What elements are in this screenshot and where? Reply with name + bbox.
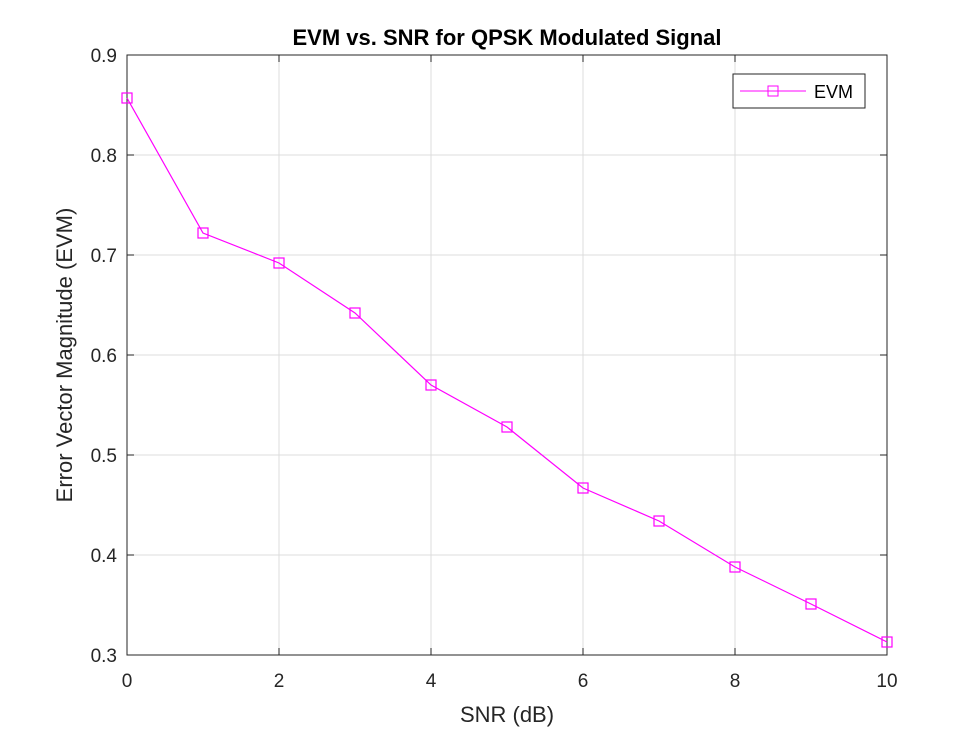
- x-tick-label: 6: [578, 671, 589, 692]
- legend-marker-evm: [767, 85, 779, 97]
- series-line-evm: [126, 97, 888, 643]
- data-point-evm: [805, 598, 817, 610]
- x-axis-label: SNR (dB): [460, 702, 554, 727]
- data-point-evm: [273, 257, 285, 269]
- data-point-evm: [121, 92, 133, 104]
- data-point-evm: [577, 482, 589, 494]
- data-point-evm: [653, 515, 665, 527]
- series-layer: [121, 92, 893, 648]
- legend-label-evm: EVM: [814, 82, 853, 102]
- x-tick-label: 0: [122, 671, 133, 692]
- data-point-evm: [197, 227, 209, 239]
- x-tick-label: 10: [876, 671, 897, 692]
- legend: EVM: [732, 73, 866, 109]
- y-tick-label: 0.9: [91, 46, 117, 67]
- y-tick-label: 0.3: [91, 646, 117, 667]
- y-tick-label: 0.7: [91, 246, 117, 267]
- y-tick-label: 0.6: [91, 346, 117, 367]
- grid-lines: [126, 54, 888, 656]
- data-point-evm: [501, 421, 513, 433]
- axis-ticks: 0 2 4 6 8 10 0.3 0.4 0.5 0.6 0.7 0.8 0.9: [91, 46, 898, 692]
- data-point-evm: [881, 636, 893, 648]
- x-tick-label: 2: [274, 671, 285, 692]
- y-tick-label: 0.8: [91, 146, 117, 167]
- x-tick-label: 4: [426, 671, 437, 692]
- y-tick-label: 0.5: [91, 446, 117, 467]
- y-axis-label: Error Vector Magnitude (EVM): [52, 208, 77, 503]
- chart-title: EVM vs. SNR for QPSK Modulated Signal: [292, 25, 721, 50]
- y-tick-label: 0.4: [91, 546, 118, 567]
- x-tick-label: 8: [730, 671, 741, 692]
- data-point-evm: [729, 561, 741, 573]
- data-point-evm: [425, 379, 437, 391]
- data-point-evm: [349, 307, 361, 319]
